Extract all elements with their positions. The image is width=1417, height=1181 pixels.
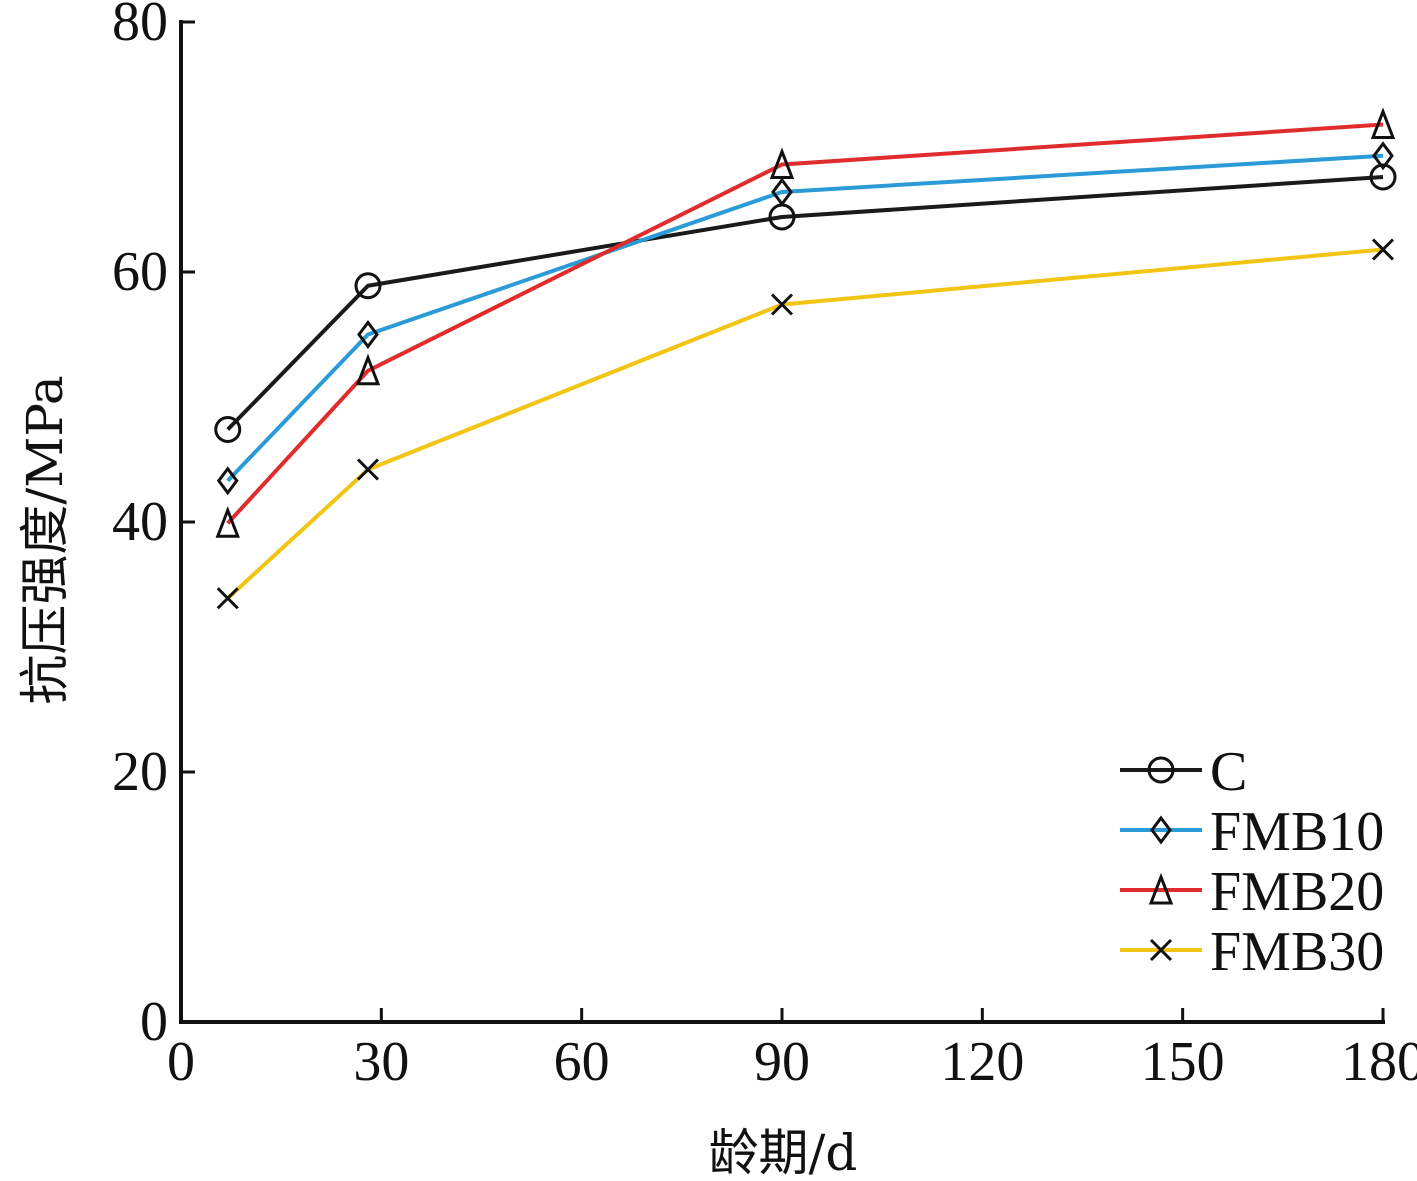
x-tick-label: 30	[353, 1031, 409, 1093]
legend-label: FMB10	[1210, 801, 1384, 863]
series-markers	[214, 107, 1397, 610]
axes	[179, 20, 1385, 1024]
y-tick-label: 0	[140, 991, 168, 1053]
data-point-fmb20	[769, 147, 795, 179]
legend-item-fmb20: FMB20	[1120, 861, 1384, 923]
x-axis-title: 龄期/d	[709, 1124, 858, 1181]
legend-label: FMB30	[1210, 921, 1384, 983]
legend-label: FMB20	[1210, 861, 1384, 923]
data-point-fmb30	[356, 458, 380, 481]
data-point-fmb20	[355, 353, 381, 386]
x-tick-label: 90	[754, 1031, 810, 1093]
data-point-fmb10	[771, 177, 793, 207]
y-axis-title: 抗压强度/MPa	[16, 375, 74, 704]
series-line-fmb20	[226, 122, 1384, 525]
x-tick-label: 0	[167, 1031, 195, 1093]
x-tick-label: 180	[1341, 1031, 1417, 1093]
data-point-fmb30	[1371, 238, 1395, 261]
y-tick-label: 80	[112, 0, 168, 53]
legend-label: C	[1210, 741, 1247, 803]
legend-item-c: C	[1120, 741, 1247, 803]
x-tick-label: 120	[940, 1031, 1024, 1093]
legend-marker	[1147, 756, 1175, 784]
data-point-fmb30	[770, 293, 794, 316]
legend-marker	[1148, 872, 1174, 905]
data-point-fmb10	[357, 320, 379, 349]
y-tick-label: 20	[112, 741, 168, 803]
legend-marker	[1149, 938, 1173, 962]
legend-marker	[1150, 815, 1172, 845]
data-point-c	[354, 272, 382, 300]
y-tick-label: 60	[112, 241, 168, 303]
series-lines	[226, 122, 1384, 600]
y-tick-label: 40	[112, 491, 168, 553]
series-line-fmb10	[226, 153, 1384, 483]
data-point-fmb30	[216, 587, 239, 610]
data-point-fmb10	[1372, 141, 1394, 171]
x-axis-ticks: 0 30 60 90 120 150 180	[167, 1008, 1417, 1093]
data-point-fmb20	[215, 506, 240, 538]
legend-item-fmb30: FMB30	[1120, 921, 1384, 983]
data-point-c	[214, 416, 242, 443]
series-line-c	[226, 175, 1384, 431]
y-axis-ticks: 0 20 40 60 80	[112, 0, 195, 1053]
data-point-fmb10	[216, 466, 239, 496]
data-point-fmb20	[1370, 107, 1396, 139]
legend-item-fmb10: FMB10	[1120, 801, 1384, 863]
x-tick-label: 150	[1141, 1031, 1225, 1093]
data-point-c	[1369, 163, 1397, 191]
x-tick-label: 60	[554, 1031, 610, 1093]
series-line-fmb30	[226, 247, 1384, 600]
